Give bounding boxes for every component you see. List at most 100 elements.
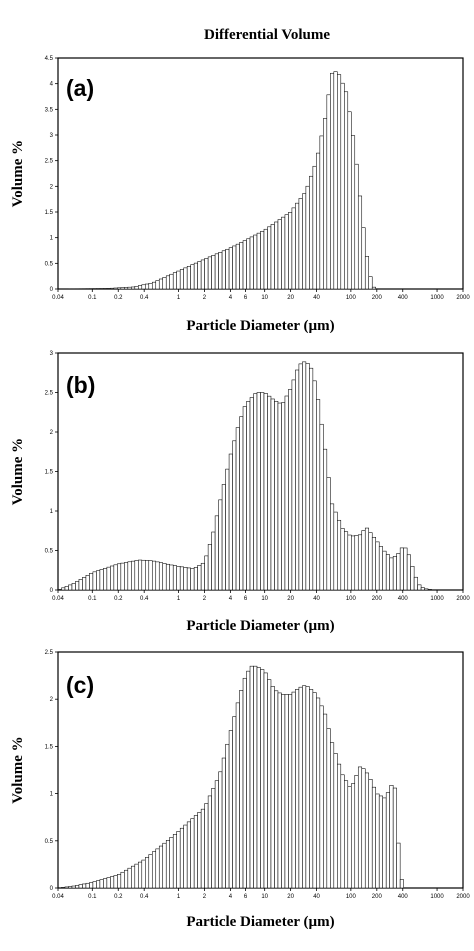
bar (228, 247, 233, 290)
bar (270, 398, 275, 591)
bar (249, 236, 254, 290)
y-axis-label: Volume % (10, 438, 26, 505)
bar (274, 400, 279, 591)
bar (406, 554, 411, 591)
bar (371, 286, 376, 290)
x-tick-label: 0.04 (52, 894, 64, 900)
bar (389, 557, 394, 591)
bar (127, 561, 132, 591)
bar (218, 771, 223, 889)
bar (124, 869, 129, 889)
bar (396, 553, 401, 591)
bar (120, 562, 125, 591)
x-tick-label: 2 (203, 894, 207, 900)
bar (392, 556, 397, 591)
bar (151, 851, 157, 889)
bar (330, 72, 335, 290)
x-tick-label: 100 (346, 894, 357, 900)
bar (113, 287, 118, 290)
bar (361, 227, 366, 290)
bar (211, 255, 216, 290)
x-tick-label: 0.1 (88, 894, 97, 900)
bar (417, 584, 422, 591)
bar (89, 882, 94, 889)
panel-b: 0.04 0.1 0.2 0.4 1 2 4 6 10 20 40 100 200 400 1000 2000… (10, 351, 470, 634)
bar (295, 202, 300, 290)
bar (183, 267, 188, 290)
bar (316, 399, 321, 591)
y-tick-label: 3.5 (45, 107, 54, 113)
bar (78, 884, 83, 889)
x-tick-label: 0.04 (52, 295, 64, 301)
bar (249, 397, 254, 591)
x-tick-label: 40 (313, 894, 320, 900)
bar (371, 536, 376, 591)
bar (127, 286, 132, 290)
bar (158, 562, 164, 591)
bar (96, 570, 101, 591)
bar (337, 519, 342, 591)
bar (148, 560, 153, 591)
bar (270, 686, 275, 889)
bar (260, 230, 265, 290)
bar (249, 665, 254, 889)
bar (179, 827, 184, 889)
bar (277, 692, 282, 889)
bar (117, 563, 122, 591)
bar (389, 785, 394, 889)
bar (141, 559, 146, 591)
bar (263, 672, 268, 889)
bar (204, 555, 209, 591)
bar (378, 795, 383, 889)
bar (172, 834, 177, 889)
bar (305, 363, 310, 591)
bar (357, 534, 363, 591)
bar (169, 564, 174, 591)
bar (347, 111, 352, 290)
y-tick-label: 1 (50, 509, 54, 515)
bar (221, 757, 226, 889)
bar (347, 534, 352, 591)
bar (193, 262, 198, 290)
y-tick-label: 2 (50, 697, 54, 703)
bar (155, 280, 160, 290)
bar (403, 547, 408, 591)
bar (319, 423, 324, 591)
bar (186, 266, 191, 290)
x-tick-label: 0.04 (52, 596, 64, 602)
bar (312, 692, 317, 889)
bar (225, 468, 230, 591)
bar (371, 786, 376, 889)
bar (85, 575, 90, 591)
bar (364, 527, 370, 591)
bar (368, 276, 373, 290)
x-tick-label: 0.4 (140, 596, 149, 602)
bar (61, 587, 66, 591)
bar (351, 783, 356, 889)
bar (309, 175, 314, 290)
bar (162, 563, 167, 591)
bar (337, 763, 342, 889)
bar (260, 669, 265, 889)
bar (298, 686, 303, 889)
bar (295, 369, 300, 591)
x-tick-label: 0.4 (140, 894, 149, 900)
bar (351, 535, 356, 591)
bar (145, 857, 150, 889)
bar (357, 195, 363, 290)
bar (302, 361, 307, 591)
y-axis-label: Volume % (10, 140, 26, 207)
bar (382, 550, 387, 591)
x-tick-label: 10 (261, 295, 268, 301)
bar (169, 273, 174, 290)
x-tick-label: 6 (244, 295, 248, 301)
bar (298, 363, 303, 591)
bar (347, 786, 352, 889)
y-tick-label: 0.5 (45, 261, 54, 267)
x-tick-label: 20 (287, 894, 294, 900)
x-tick-label: 1 (177, 596, 181, 602)
bar (141, 859, 146, 889)
bar (357, 766, 363, 889)
bar (284, 694, 289, 889)
bar (176, 831, 181, 889)
